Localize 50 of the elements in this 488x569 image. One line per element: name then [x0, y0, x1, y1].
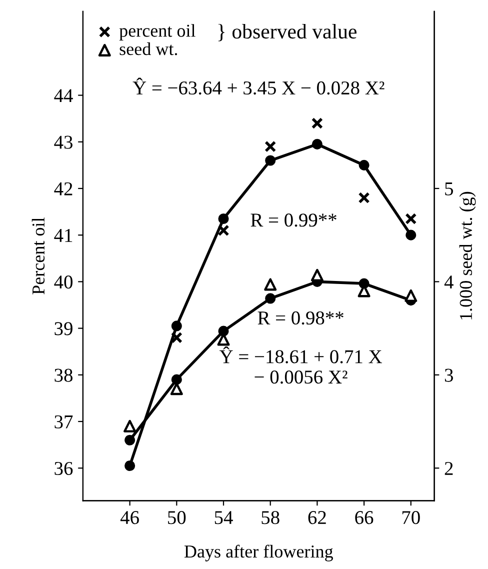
point — [404, 289, 418, 302]
x-tick-label: 62 — [308, 511, 326, 524]
point — [264, 278, 277, 291]
point — [124, 420, 136, 432]
y-tick-label: 40 — [54, 276, 72, 289]
x-tick-label: 50 — [168, 511, 186, 524]
y-tick-label: 38 — [54, 368, 72, 382]
point — [265, 293, 276, 304]
point — [312, 138, 322, 150]
point — [265, 155, 276, 166]
point — [406, 230, 416, 240]
y-tick-label: 37 — [54, 415, 73, 428]
y2-tick-label: 4 — [444, 276, 454, 288]
point — [171, 320, 182, 332]
legend-label: percent oil — [119, 24, 196, 41]
x-tick-label: 66 — [355, 511, 374, 524]
point — [218, 224, 230, 236]
annotation: } observed value — [218, 24, 356, 42]
y-tick-label: 43 — [54, 136, 72, 149]
point — [124, 460, 136, 472]
y2-axis-title: 1.000 seed wt. (g) — [459, 192, 476, 320]
point — [170, 332, 182, 344]
point — [310, 268, 324, 282]
annotation: R = 0.99** — [250, 214, 336, 227]
point — [405, 212, 417, 225]
point — [358, 160, 370, 170]
x-tick-label: 54 — [214, 511, 233, 524]
y-tick-label: 41 — [54, 228, 72, 242]
point — [171, 374, 182, 385]
y-axis-title: Percent oil — [32, 218, 45, 294]
y-tick-label: 42 — [54, 182, 72, 196]
y2-tick-label: 3 — [444, 368, 454, 382]
y2-tick-label: 2 — [444, 462, 453, 475]
y2-tick-label: 5 — [445, 182, 454, 196]
point — [124, 434, 136, 446]
y-tick-label: 36 — [54, 462, 73, 476]
point — [218, 213, 229, 224]
x-axis-title: Days after flowering — [184, 544, 333, 562]
point — [311, 117, 323, 130]
annotation: R = 0.98** — [258, 311, 344, 325]
legend-label: seed wt. — [120, 42, 178, 56]
point — [264, 140, 276, 152]
annotation: Ŷ = −63.64 + 3.45 X − 0.028 X² — [132, 78, 384, 95]
annotation: Ŷ = −18.61 + 0.71 X − 0.0056 X² — [219, 346, 382, 384]
x-tick-label: 46 — [120, 511, 139, 524]
x-tick-label: 58 — [262, 511, 280, 524]
x-tick-label: 70 — [402, 511, 420, 524]
y-tick-label: 39 — [54, 322, 72, 336]
y-tick-label: 44 — [54, 89, 73, 102]
point — [358, 192, 370, 204]
